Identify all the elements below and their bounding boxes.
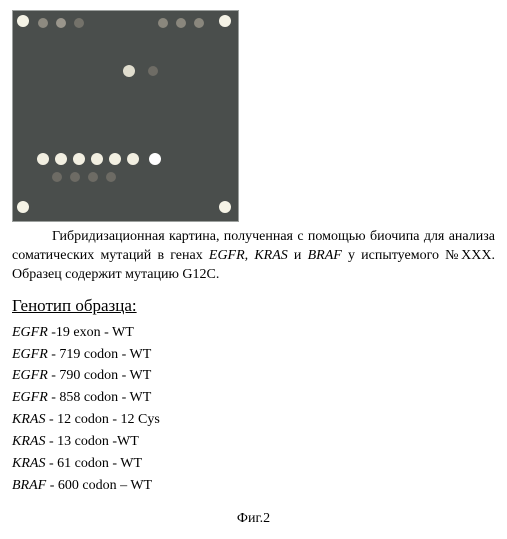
gene-name: KRAS	[12, 456, 45, 471]
gene-name: EGFR	[12, 347, 48, 362]
genotype-row: EGFR - 858 codon - WT	[12, 389, 495, 408]
gene-result: - 790 codon - WT	[48, 368, 152, 383]
genotype-row: KRAS - 13 codon -WT	[12, 433, 495, 452]
caption-gene3: BRAF	[308, 248, 342, 263]
biochip-spot	[148, 66, 158, 76]
genotype-row: EGFR -19 exon - WT	[12, 324, 495, 343]
gene-name: BRAF	[12, 478, 46, 493]
biochip-image	[12, 10, 239, 222]
biochip-spot	[70, 172, 80, 182]
genotype-row: KRAS - 12 codon - 12 Cys	[12, 411, 495, 430]
biochip-spot	[176, 18, 186, 28]
gene-name: KRAS	[12, 434, 45, 449]
gene-name: EGFR	[12, 368, 48, 383]
genotype-row: KRAS - 61 codon - WT	[12, 455, 495, 474]
figure-label: Фиг.2	[12, 510, 495, 529]
gene-name: KRAS	[12, 412, 45, 427]
biochip-spot	[106, 172, 116, 182]
biochip-figure	[12, 10, 495, 222]
biochip-spot	[88, 172, 98, 182]
caption-genes: EGFR, KRAS	[209, 248, 288, 263]
gene-name: EGFR	[12, 325, 48, 340]
biochip-spot	[52, 172, 62, 182]
genotype-list: EGFR -19 exon - WTEGFR - 719 codon - WTE…	[12, 324, 495, 496]
biochip-spot	[109, 153, 121, 165]
gene-result: - 61 codon - WT	[45, 456, 142, 471]
biochip-spot	[194, 18, 204, 28]
gene-name: EGFR	[12, 390, 48, 405]
gene-result: -19 exon - WT	[48, 325, 134, 340]
figure-caption: Гибридизационная картина, полученная с п…	[12, 228, 495, 285]
genotype-row: BRAF - 600 codon – WT	[12, 477, 495, 496]
biochip-spot	[38, 18, 48, 28]
biochip-spot	[55, 153, 67, 165]
gene-result: - 858 codon - WT	[48, 390, 152, 405]
biochip-spot	[127, 153, 139, 165]
biochip-spot	[158, 18, 168, 28]
biochip-spot	[37, 153, 49, 165]
biochip-spot	[73, 153, 85, 165]
gene-result: - 719 codon - WT	[48, 347, 152, 362]
genotype-row: EGFR - 790 codon - WT	[12, 367, 495, 386]
gene-result: - 13 codon -WT	[45, 434, 138, 449]
biochip-spot	[17, 15, 29, 27]
biochip-spot	[56, 18, 66, 28]
biochip-spot	[149, 153, 161, 165]
genotype-row: EGFR - 719 codon - WT	[12, 346, 495, 365]
genotype-heading: Генотип образца:	[12, 295, 495, 318]
gene-result: - 600 codon – WT	[46, 478, 152, 493]
biochip-spot	[17, 201, 29, 213]
biochip-spot	[91, 153, 103, 165]
biochip-spot	[219, 15, 231, 27]
biochip-spot	[219, 201, 231, 213]
caption-mid: и	[288, 248, 308, 263]
gene-result: - 12 codon - 12 Cys	[45, 412, 159, 427]
biochip-spot	[74, 18, 84, 28]
biochip-spot	[123, 65, 135, 77]
